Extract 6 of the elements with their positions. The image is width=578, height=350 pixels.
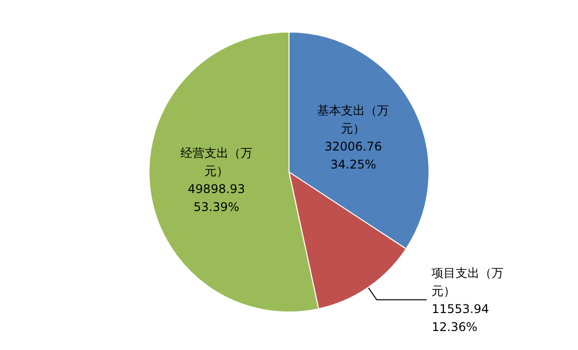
slice-label: 经营支出（万元） [180, 146, 252, 178]
slice-label: 基本支出（万元） [317, 103, 390, 136]
data-label: 49898.93 53.39% [188, 182, 246, 214]
slice-label: 项目支出（万元） [432, 266, 504, 298]
data-label: 32006.76 34.25% [324, 139, 382, 172]
data-label: 11553.94 12.36% [432, 302, 489, 334]
